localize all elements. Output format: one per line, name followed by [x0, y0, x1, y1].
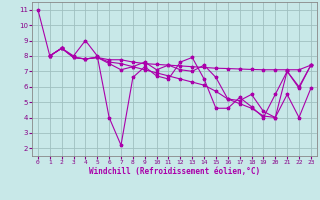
X-axis label: Windchill (Refroidissement éolien,°C): Windchill (Refroidissement éolien,°C): [89, 167, 260, 176]
